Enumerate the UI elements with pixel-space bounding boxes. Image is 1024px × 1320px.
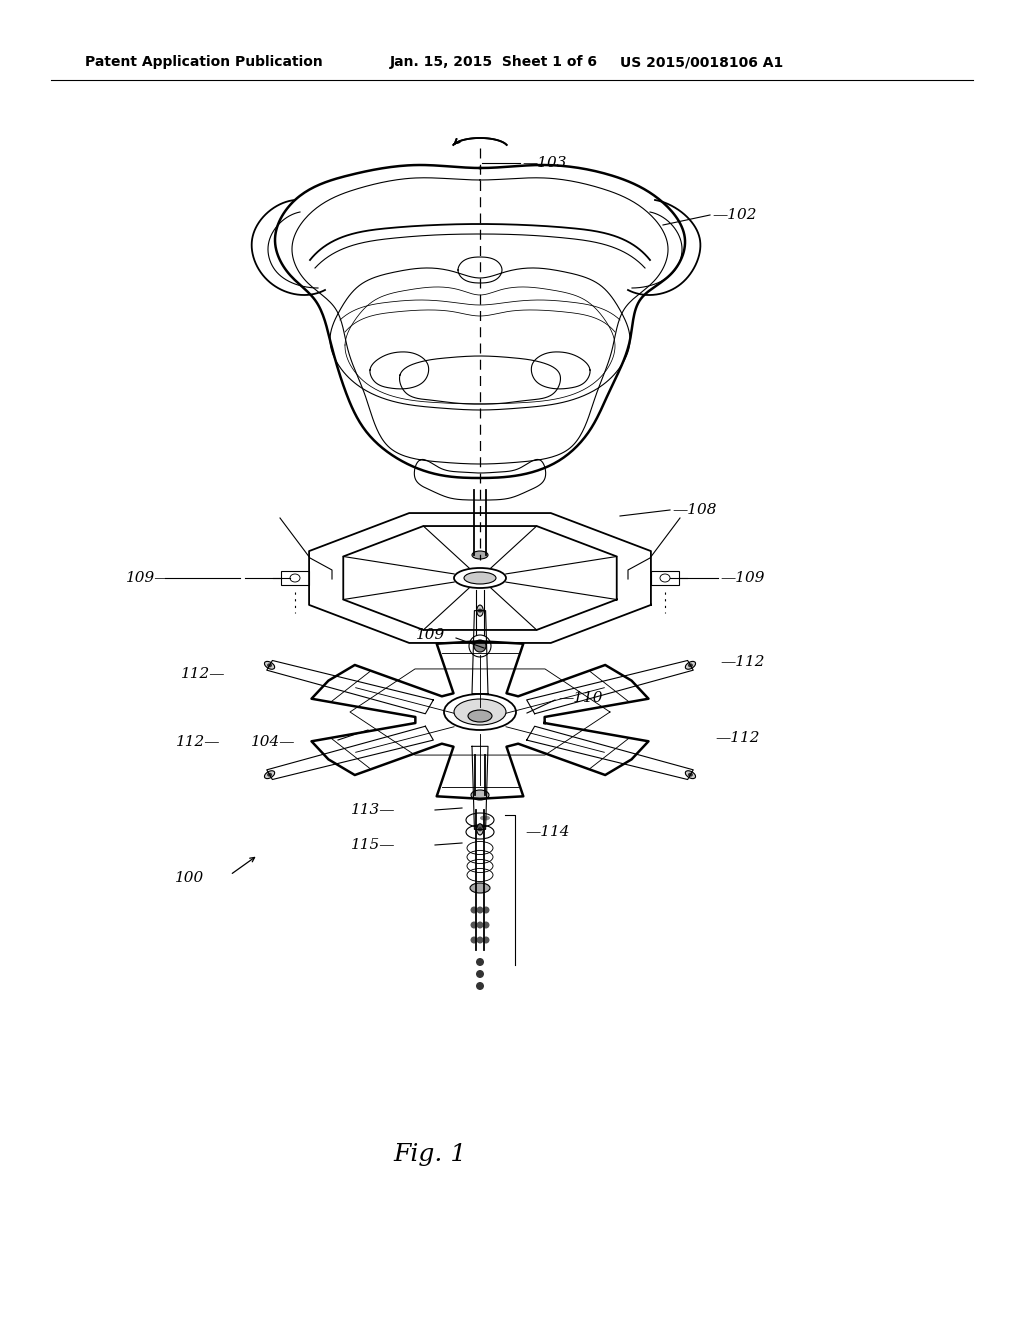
Text: Fig. 1: Fig. 1: [393, 1143, 467, 1167]
Ellipse shape: [685, 771, 695, 779]
Ellipse shape: [474, 640, 486, 652]
Text: 109—: 109—: [126, 572, 170, 585]
Ellipse shape: [685, 661, 695, 669]
Circle shape: [470, 921, 477, 928]
Text: —102: —102: [712, 209, 757, 222]
Ellipse shape: [477, 828, 482, 832]
Text: Jan. 15, 2015  Sheet 1 of 6: Jan. 15, 2015 Sheet 1 of 6: [390, 55, 598, 69]
Text: —110: —110: [558, 690, 602, 705]
Circle shape: [470, 936, 477, 944]
Text: 109: 109: [416, 628, 445, 642]
Ellipse shape: [471, 789, 489, 800]
Circle shape: [482, 921, 489, 928]
Circle shape: [476, 936, 483, 944]
Ellipse shape: [477, 605, 483, 616]
Text: 112—: 112—: [175, 735, 220, 748]
Ellipse shape: [472, 550, 488, 558]
Ellipse shape: [470, 883, 490, 894]
Circle shape: [470, 907, 477, 913]
Circle shape: [482, 907, 489, 913]
Text: —109: —109: [720, 572, 765, 585]
Text: US 2015/0018106 A1: US 2015/0018106 A1: [620, 55, 783, 69]
Circle shape: [476, 982, 484, 990]
Ellipse shape: [454, 700, 506, 725]
Ellipse shape: [264, 661, 274, 669]
Text: —108: —108: [672, 503, 717, 517]
Ellipse shape: [477, 824, 483, 836]
Ellipse shape: [688, 664, 693, 668]
Text: —112: —112: [715, 731, 760, 744]
Text: 104—: 104—: [251, 735, 295, 748]
Ellipse shape: [464, 572, 496, 583]
Text: —114: —114: [525, 825, 569, 840]
Circle shape: [476, 921, 483, 928]
Circle shape: [476, 958, 484, 966]
Ellipse shape: [688, 772, 693, 776]
Ellipse shape: [267, 772, 272, 776]
Ellipse shape: [480, 816, 490, 821]
Text: 115—: 115—: [350, 838, 395, 851]
Circle shape: [476, 970, 484, 978]
Ellipse shape: [264, 771, 274, 779]
Text: Patent Application Publication: Patent Application Publication: [85, 55, 323, 69]
Text: 113—: 113—: [350, 803, 395, 817]
Ellipse shape: [468, 710, 492, 722]
Circle shape: [482, 936, 489, 944]
Text: 112—: 112—: [180, 667, 225, 681]
Text: —112: —112: [720, 655, 765, 669]
Ellipse shape: [477, 609, 482, 612]
Circle shape: [476, 907, 483, 913]
Text: —103: —103: [522, 156, 566, 170]
Ellipse shape: [267, 664, 272, 668]
Text: 100: 100: [175, 871, 204, 884]
